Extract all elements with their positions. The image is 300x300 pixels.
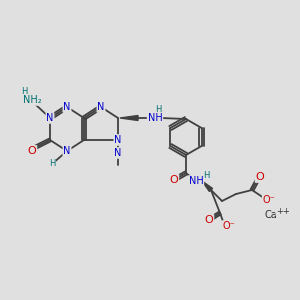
Text: N: N <box>63 146 71 156</box>
Text: N: N <box>114 135 122 145</box>
Text: O⁻: O⁻ <box>223 221 236 231</box>
Text: N: N <box>46 113 54 123</box>
Text: O: O <box>28 146 36 156</box>
Text: N: N <box>97 102 105 112</box>
Text: Ca: Ca <box>265 210 278 220</box>
Polygon shape <box>202 181 213 192</box>
Text: N: N <box>63 102 71 112</box>
Text: O: O <box>169 175 178 185</box>
Text: NH: NH <box>148 113 162 123</box>
Text: O: O <box>256 172 264 182</box>
Text: ++: ++ <box>276 206 290 215</box>
Polygon shape <box>120 116 138 121</box>
Text: H: H <box>21 88 27 97</box>
Text: H: H <box>49 160 55 169</box>
Text: O⁻: O⁻ <box>262 195 275 205</box>
Text: O: O <box>205 215 213 225</box>
Text: H: H <box>203 170 209 179</box>
Text: NH₂: NH₂ <box>23 95 41 105</box>
Text: H: H <box>155 104 161 113</box>
Text: NH: NH <box>189 176 203 186</box>
Text: N: N <box>114 148 122 158</box>
